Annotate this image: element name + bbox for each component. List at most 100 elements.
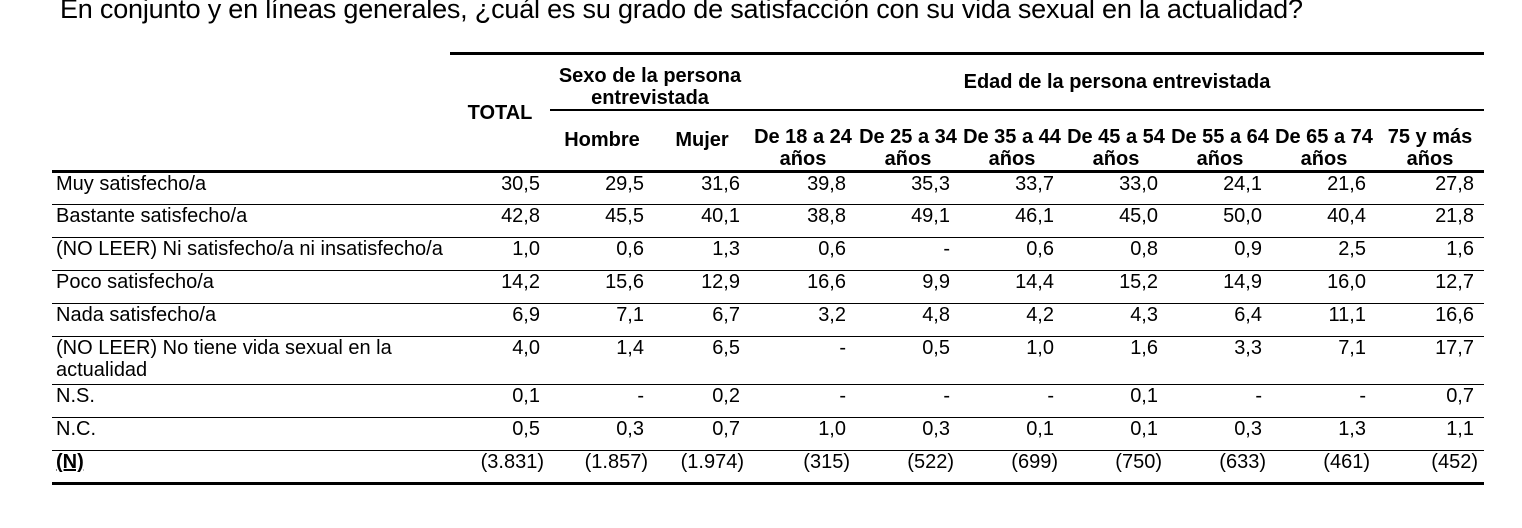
row-value: 0,1: [450, 384, 550, 418]
row-value: (452): [1376, 450, 1484, 485]
row-value: 0,1: [1064, 384, 1168, 418]
header-edad-65-74: De 65 a 74 años: [1272, 109, 1376, 173]
results-table: TOTAL Sexo de la persona entrevistada Ed…: [52, 52, 1484, 485]
header-line1: De 45 a 54: [1067, 126, 1165, 148]
header-hombre: Hombre: [550, 109, 654, 173]
row-value: 31,6: [654, 171, 750, 205]
row-value: 1,4: [550, 336, 654, 385]
row-value: 1,1: [1376, 417, 1484, 451]
row-value: 27,8: [1376, 171, 1484, 205]
row-value: 33,0: [1064, 171, 1168, 205]
row-value: 6,7: [654, 303, 750, 337]
row-value: (522): [856, 450, 960, 485]
row-value: -: [1168, 384, 1272, 418]
row-value: 4,8: [856, 303, 960, 337]
page-title: En conjunto y en líneas generales, ¿cuál…: [60, 0, 1303, 24]
row-value: (1.857): [550, 450, 654, 485]
row-value: 0,1: [960, 417, 1064, 451]
row-value: 33,7: [960, 171, 1064, 205]
table-row: (NO LEER) Ni satisfecho/a ni insatisfech…: [52, 237, 1484, 271]
row-value: 0,9: [1168, 237, 1272, 271]
row-value: 6,9: [450, 303, 550, 337]
row-value: 14,2: [450, 270, 550, 304]
row-value: 0,5: [450, 417, 550, 451]
header-edad-25-34: De 25 a 34 años: [856, 109, 960, 173]
header-line2: años: [779, 148, 827, 170]
row-value: 42,8: [450, 204, 550, 238]
row-label: Poco satisfecho/a: [52, 270, 450, 304]
row-value: 1,3: [1272, 417, 1376, 451]
row-value: 45,0: [1064, 204, 1168, 238]
header-line1: De 35 a 44: [963, 126, 1061, 148]
row-value: 1,0: [960, 336, 1064, 385]
row-value: 0,6: [960, 237, 1064, 271]
row-value: 0,5: [856, 336, 960, 385]
table-row: Muy satisfecho/a 30,5 29,5 31,6 39,8 35,3 33,7…: [52, 171, 1484, 205]
header-line1: De 55 a 64: [1171, 126, 1269, 148]
row-value: 0,1: [1064, 417, 1168, 451]
row-value: 1,0: [450, 237, 550, 271]
row-value: 24,1: [1168, 171, 1272, 205]
table-row: N.C. 0,5 0,3 0,7 1,0 0,3 0,1 0,1 0,3 1,3 1,1: [52, 417, 1484, 451]
row-value: (750): [1064, 450, 1168, 485]
row-label: N.C.: [52, 417, 450, 451]
row-value: 6,5: [654, 336, 750, 385]
row-value: 3,3: [1168, 336, 1272, 385]
row-value: (699): [960, 450, 1064, 485]
row-value: 12,9: [654, 270, 750, 304]
header-edad-45-54: De 45 a 54 años: [1064, 109, 1168, 173]
header-edad-35-44: De 35 a 44 años: [960, 109, 1064, 173]
row-label: Muy satisfecho/a: [52, 171, 450, 205]
header-line2: años: [988, 148, 1036, 170]
row-value: 0,7: [654, 417, 750, 451]
row-value: -: [750, 336, 856, 385]
row-value: (461): [1272, 450, 1376, 485]
row-value: 15,2: [1064, 270, 1168, 304]
row-value: 16,6: [750, 270, 856, 304]
table-row: (NO LEER) No tiene vida sexual en la act…: [52, 336, 1484, 385]
row-value: (3.831): [450, 450, 550, 485]
row-value: 0,6: [750, 237, 856, 271]
row-value: -: [750, 384, 856, 418]
row-value: 14,9: [1168, 270, 1272, 304]
table-row: Poco satisfecho/a 14,2 15,6 12,9 16,6 9,9 14,4…: [52, 270, 1484, 304]
row-value: -: [856, 384, 960, 418]
row-value: 6,4: [1168, 303, 1272, 337]
row-value: 49,1: [856, 204, 960, 238]
row-label: (N): [52, 450, 450, 485]
row-value: 30,5: [450, 171, 550, 205]
header-edad-55-64: De 55 a 64 años: [1168, 109, 1272, 173]
table-body: Muy satisfecho/a 30,5 29,5 31,6 39,8 35,3 33,7…: [52, 171, 1484, 485]
row-label: (NO LEER) Ni satisfecho/a ni insatisfech…: [52, 237, 450, 271]
row-value: (1.974): [654, 450, 750, 485]
row-value: 4,0: [450, 336, 550, 385]
row-value: 21,8: [1376, 204, 1484, 238]
row-value: 39,8: [750, 171, 856, 205]
header-mujer: Mujer: [654, 109, 750, 173]
row-value: 0,3: [1168, 417, 1272, 451]
row-value: 35,3: [856, 171, 960, 205]
row-value: 29,5: [550, 171, 654, 205]
table-row: N.S. 0,1-0,2- - -0,1- -0,7: [52, 384, 1484, 418]
header-line2: años: [1092, 148, 1140, 170]
row-value: 0,2: [654, 384, 750, 418]
row-value: 7,1: [1272, 336, 1376, 385]
table-header: TOTAL Sexo de la persona entrevistada Ed…: [52, 52, 1484, 173]
header-edad-18-24: De 18 a 24 años: [750, 109, 856, 173]
row-value: 0,7: [1376, 384, 1484, 418]
header-edad-75-mas: 75 y más años: [1376, 109, 1484, 173]
row-value: 11,1: [1272, 303, 1376, 337]
header-line2: años: [1406, 148, 1454, 170]
row-value: 16,6: [1376, 303, 1484, 337]
row-value: 9,9: [856, 270, 960, 304]
row-value: 3,2: [750, 303, 856, 337]
header-line1: De 65 a 74: [1275, 126, 1373, 148]
row-value: 0,8: [1064, 237, 1168, 271]
row-label: Bastante satisfecho/a: [52, 204, 450, 238]
row-value: 21,6: [1272, 171, 1376, 205]
row-value: -: [856, 237, 960, 271]
header-line2: años: [1300, 148, 1348, 170]
row-label: Nada satisfecho/a: [52, 303, 450, 337]
row-value: 1,3: [654, 237, 750, 271]
row-value: 0,3: [856, 417, 960, 451]
